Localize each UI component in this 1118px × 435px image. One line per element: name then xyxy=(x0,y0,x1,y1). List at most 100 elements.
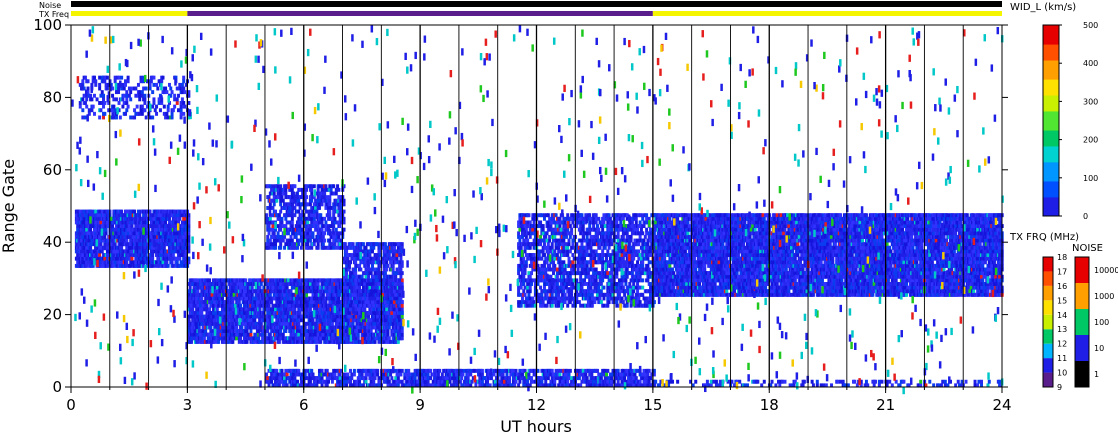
echo-cell xyxy=(100,90,104,95)
echo-cell xyxy=(352,253,356,257)
echo-cell xyxy=(274,227,277,232)
echo-cell xyxy=(311,318,315,323)
echo-cell xyxy=(293,242,297,247)
echo-cell xyxy=(324,227,328,232)
echo-cell xyxy=(310,191,314,196)
echo-cell xyxy=(306,234,310,239)
echo-cell xyxy=(152,234,156,239)
echo-cell xyxy=(334,238,338,243)
echo-cell xyxy=(277,216,281,221)
echo-cell xyxy=(347,336,351,341)
echo-cell xyxy=(202,282,206,286)
echo-cell xyxy=(400,325,404,330)
echo-cell xyxy=(330,289,334,294)
echo-cell xyxy=(365,256,369,261)
echo-cell xyxy=(288,329,292,333)
echo-cell xyxy=(104,231,108,236)
echo-cell xyxy=(230,292,234,297)
echo-cell xyxy=(279,202,283,207)
echo-cell xyxy=(218,310,222,315)
echo-cell xyxy=(518,292,522,297)
echo-cell xyxy=(369,245,373,250)
echo-cell xyxy=(182,75,186,80)
echo-cell xyxy=(268,238,272,243)
echo-cell xyxy=(162,111,166,116)
echo-cell xyxy=(352,292,356,297)
echo-cell xyxy=(369,310,373,315)
echo-cell xyxy=(187,238,191,243)
echo-cell xyxy=(133,234,137,239)
echo-cell xyxy=(351,321,355,326)
echo-cell xyxy=(332,213,336,218)
echo-cell xyxy=(111,224,115,229)
echo-cell xyxy=(395,307,399,312)
echo-cell xyxy=(249,300,253,305)
echo-cell xyxy=(136,234,140,239)
echo-cell xyxy=(337,187,341,192)
echo-cell xyxy=(209,296,213,301)
echo-cell xyxy=(345,307,349,312)
echo-cell xyxy=(317,220,321,225)
echo-cell xyxy=(400,307,404,312)
echo-cell xyxy=(125,101,129,105)
echo-cell xyxy=(328,282,332,286)
echo-cell xyxy=(320,184,324,189)
echo-cell xyxy=(324,224,328,229)
echo-cell xyxy=(279,245,283,250)
echo-cell xyxy=(258,332,262,337)
echo-cell xyxy=(517,285,521,290)
echo-cell xyxy=(368,292,372,297)
echo-cell xyxy=(320,238,324,243)
echo-cell xyxy=(290,216,294,221)
echo-cell xyxy=(383,242,387,247)
echo-cell xyxy=(143,97,147,102)
echo-cell xyxy=(399,256,403,261)
echo-cell xyxy=(288,300,292,305)
echo-cell xyxy=(298,310,302,315)
echo-cell xyxy=(385,282,389,286)
echo-cell xyxy=(171,224,175,229)
echo-cell xyxy=(286,231,290,236)
echo-cell xyxy=(400,336,404,341)
echo-cell xyxy=(321,234,325,239)
echo-cell xyxy=(220,314,224,319)
echo-cell xyxy=(136,224,140,229)
echo-cell xyxy=(369,267,373,272)
echo-cell xyxy=(360,260,364,265)
echo-cell xyxy=(213,310,217,315)
echo-cell xyxy=(143,93,147,98)
echo-cell xyxy=(124,82,128,87)
echo-cell xyxy=(317,206,321,210)
echo-cell xyxy=(347,339,351,344)
echo-cell xyxy=(201,329,205,333)
echo-cell xyxy=(200,314,204,319)
echo-cell xyxy=(264,242,268,247)
echo-cell xyxy=(117,234,121,239)
echo-cell xyxy=(180,249,184,254)
echo-cell xyxy=(235,325,239,330)
echo-cell xyxy=(334,282,338,286)
echo-cell xyxy=(125,238,129,243)
echo-cell xyxy=(175,101,179,105)
echo-cell xyxy=(267,307,271,312)
echo-cell xyxy=(338,216,342,221)
echo-cell xyxy=(129,263,133,268)
echo-cell xyxy=(333,209,337,214)
echo-cell xyxy=(86,90,90,95)
echo-cell xyxy=(233,314,237,319)
echo-cell xyxy=(223,282,227,286)
echo-cell xyxy=(364,249,368,254)
echo-cell xyxy=(279,198,283,203)
echo-cell xyxy=(129,253,133,257)
echo-cell xyxy=(376,296,380,301)
echo-cell xyxy=(310,245,314,250)
echo-cell xyxy=(400,300,404,305)
echo-cell xyxy=(178,224,182,229)
echo-cell xyxy=(92,75,96,80)
echo-cell xyxy=(184,260,188,265)
plot-area xyxy=(71,25,1004,395)
echo-cell xyxy=(315,339,319,344)
echo-cell xyxy=(187,245,191,250)
echo-cell xyxy=(307,213,311,218)
echo-cell xyxy=(136,209,140,214)
